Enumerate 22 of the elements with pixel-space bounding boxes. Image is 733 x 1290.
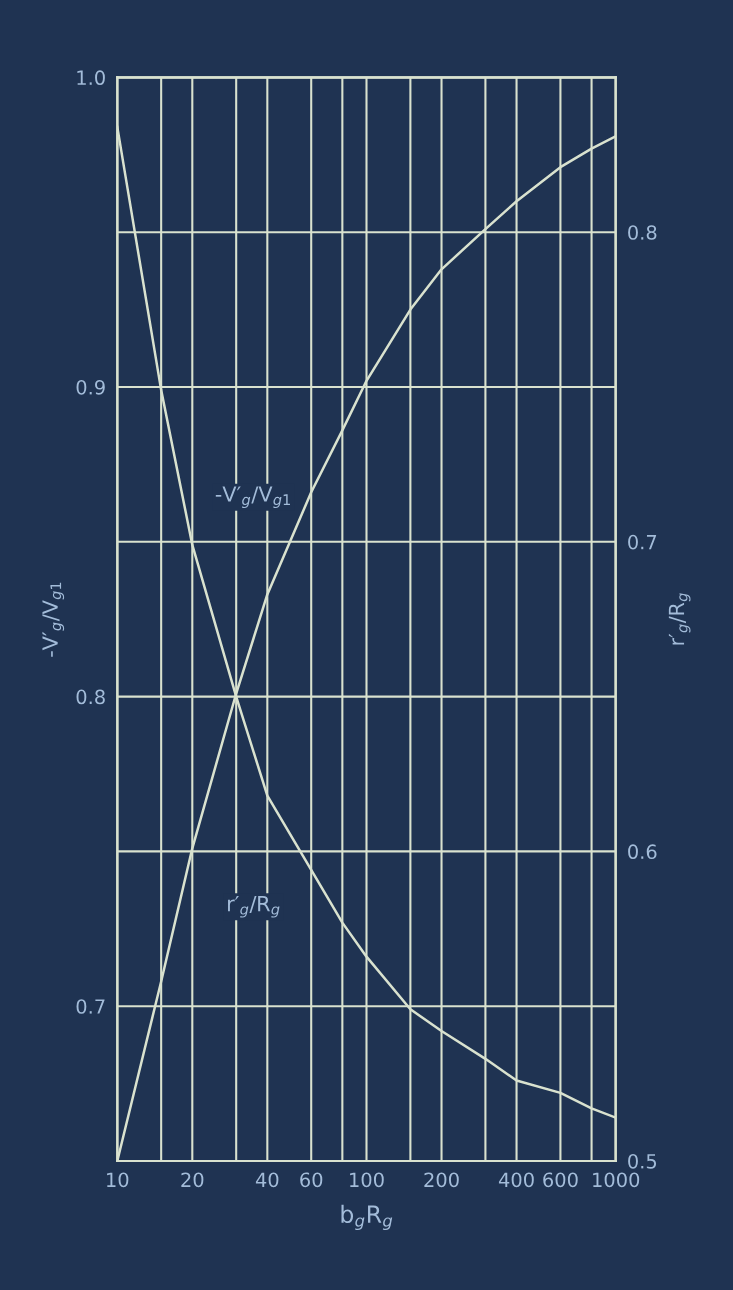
y2-tick-label: 0.7 bbox=[628, 534, 657, 550]
y-axis-title: -V′$_{g}$/V$_{g1}$ bbox=[42, 582, 65, 657]
y2-tick-label: 0.6 bbox=[628, 844, 657, 860]
y2-tick-label: 0.8 bbox=[628, 225, 657, 240]
x-axis-title: b$_{g}$R$_{g}$ bbox=[341, 1204, 393, 1231]
x-tick-label: 10 bbox=[107, 1172, 129, 1188]
x-tick-label: 400 bbox=[498, 1172, 534, 1188]
y-tick-label: 0.7 bbox=[76, 999, 105, 1014]
y-tick-label: 0.8 bbox=[76, 689, 105, 705]
y-tick-label: 1.0 bbox=[77, 70, 105, 86]
x-tick-label: 40 bbox=[255, 1172, 279, 1188]
series-label: r′$_{g}$/R$_{g}$ bbox=[228, 895, 280, 918]
x-tick-label: 60 bbox=[300, 1172, 323, 1188]
y2-axis-title: r′$_{g}$/R$_{g}$ bbox=[668, 593, 691, 645]
x-tick-label: 200 bbox=[424, 1172, 459, 1188]
x-tick-label: 1000 bbox=[593, 1172, 640, 1188]
series-label: -V′$_{g}$/V$_{g1}$ bbox=[215, 486, 290, 509]
x-tick-label: 600 bbox=[543, 1172, 578, 1188]
x-tick-label: 100 bbox=[350, 1172, 384, 1188]
x-tick-label: 20 bbox=[181, 1172, 204, 1188]
y2-tick-label: 0.5 bbox=[628, 1153, 657, 1169]
y-tick-label: 0.9 bbox=[76, 379, 105, 395]
